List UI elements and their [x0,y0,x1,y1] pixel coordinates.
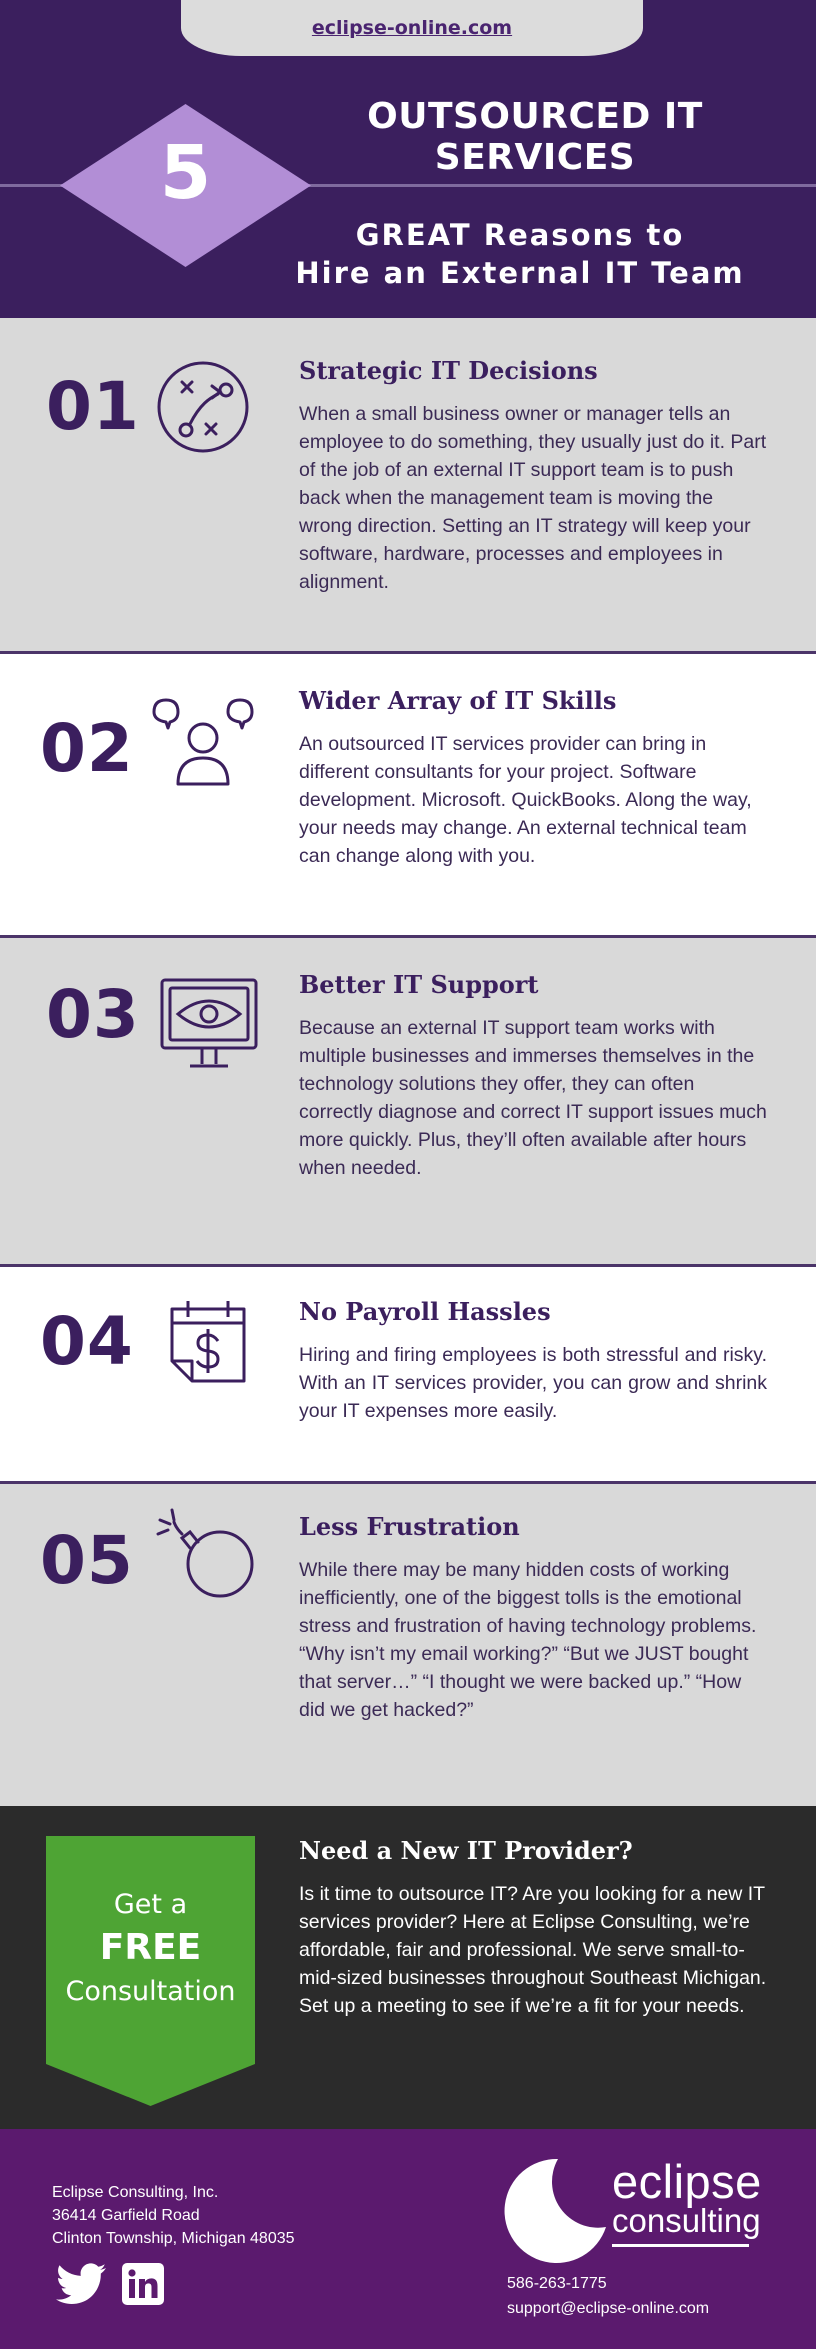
header-banner: eclipse-online.com 5 OUTSOURCED IT SERVI… [0,0,816,318]
section-divider [0,1481,816,1484]
city-address: Clinton Township, Michigan 48035 [52,2230,295,2247]
twitter-icon[interactable] [56,2263,106,2305]
reason-number: 01 [46,368,140,445]
footer: Eclipse Consulting, Inc. 36414 Garfield … [0,2129,816,2349]
reason-body: While there may be many hidden costs of … [299,1559,757,1721]
reason-number: 04 [40,1303,134,1380]
phone-number[interactable]: 586-263-1775 [507,2275,607,2292]
eclipse-logo-icon [504,2158,606,2263]
reason-section-4: 04 No Payroll Hassles Hiring and firing … [0,1267,816,1482]
logo-wordmark-consulting: consulting [612,2202,761,2239]
bomb-icon [156,1508,254,1598]
ribbon-line-2: FREE [99,1927,202,1968]
ribbon-line-1: Get a [113,1889,188,1920]
calendar-dollar-icon [170,1301,246,1383]
page-title: OUTSOURCED IT SERVICES [367,96,703,178]
page-subtitle: GREAT Reasons to Hire an External IT Tea… [280,216,760,292]
reason-title: Better IT Support [299,970,539,999]
diamond-badge [60,104,311,267]
street-address: 36414 Garfield Road [52,2207,200,2224]
free-consultation-label[interactable]: Get a FREE Consultation [46,1886,255,2012]
reason-section-1: 01 Strategic IT Decisions When a small b… [0,318,816,652]
cta-title: Need a New IT Provider? [299,1836,633,1865]
company-name: Eclipse Consulting, Inc. [52,2184,219,2201]
reason-body: Hiring and firing employees is both stre… [299,1344,767,1422]
reason-section-2: 02 Wider Array of IT Skills An outsource… [0,654,816,936]
consultation-banner: Get a FREE Consultation Need a New IT Pr… [0,1806,816,2129]
reason-title: Strategic IT Decisions [299,356,598,385]
subtitle-line-2: Hire an External IT Team [295,256,745,290]
reason-body: When a small business owner or manager t… [299,403,767,593]
company-address: Eclipse Consulting, Inc. 36414 Garfield … [52,2181,295,2250]
reason-number: 03 [46,976,140,1053]
linkedin-icon[interactable] [122,2263,164,2305]
section-divider [0,935,816,938]
reason-title: Less Frustration [299,1512,520,1541]
contact-info: 586-263-1775 support@eclipse-online.com [507,2271,709,2321]
section-divider [0,651,816,654]
url-tab: eclipse-online.com [181,0,643,56]
reason-section-5: 05 Less Frustration While there may be m… [0,1484,816,1806]
strategy-play-icon [157,361,249,453]
free-consultation-ribbon[interactable] [46,1836,255,2106]
reasons-count: 5 [159,130,212,216]
header-divider-line [0,184,816,187]
reason-body: Because an external IT support team work… [299,1017,767,1179]
person-ideas-icon [152,698,254,786]
monitor-eye-icon [160,978,258,1068]
logo-underline [612,2244,749,2247]
reason-number: 02 [40,710,134,787]
reason-body: An outsourced IT services provider can b… [299,733,752,867]
reason-title: No Payroll Hassles [299,1297,551,1326]
cta-body: Is it time to outsource IT? Are you look… [299,1883,767,2017]
logo-wordmark-eclipse: eclipse [612,2155,762,2208]
website-link[interactable]: eclipse-online.com [311,17,513,39]
ribbon-line-3: Consultation [65,1976,236,2007]
reason-section-3: 03 Better IT Support Because an external… [0,938,816,1265]
support-email[interactable]: support@eclipse-online.com [507,2300,710,2317]
reason-title: Wider Array of IT Skills [299,686,617,715]
section-divider [0,1264,816,1267]
subtitle-line-1: GREAT Reasons to [355,218,685,252]
reason-number: 05 [40,1522,134,1599]
